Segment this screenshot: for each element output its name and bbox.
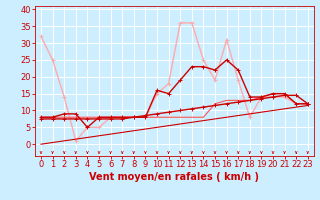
X-axis label: Vent moyen/en rafales ( km/h ): Vent moyen/en rafales ( km/h ) [89, 172, 260, 182]
